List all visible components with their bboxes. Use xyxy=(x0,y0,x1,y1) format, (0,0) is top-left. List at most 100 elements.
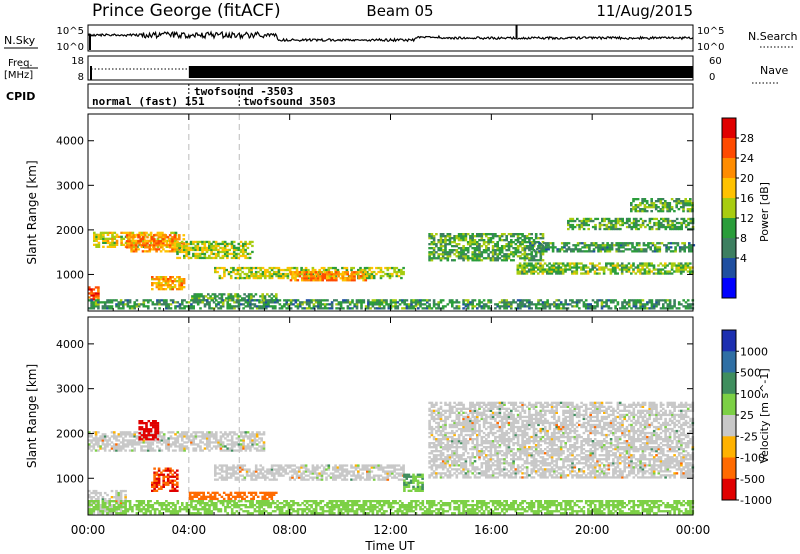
velocity-echo-cell xyxy=(255,447,259,450)
velocity-echo-cell xyxy=(151,443,155,446)
power-echo-cell xyxy=(357,275,361,278)
velocity-echo-cell xyxy=(209,495,212,498)
power-echo-cell xyxy=(491,237,495,240)
power-echo-cell xyxy=(165,241,169,244)
power-echo-cell xyxy=(187,250,191,254)
power-echo-cell xyxy=(363,276,367,280)
power-echo-cell xyxy=(317,301,320,304)
velocity-echo-cell xyxy=(117,447,121,450)
velocity-echo-cell xyxy=(298,476,301,479)
velocity-echo-cell xyxy=(343,470,346,473)
power-echo-cell xyxy=(219,307,223,310)
power-echo-cell xyxy=(648,219,652,223)
power-echo-cell xyxy=(628,299,631,302)
power-echo-cell xyxy=(191,297,194,300)
power-echo-cell xyxy=(294,301,298,304)
velocity-echo-cell xyxy=(255,449,259,452)
power-echo-cell xyxy=(539,307,543,310)
velocity-echo-cell xyxy=(338,476,342,479)
power-echo-cell xyxy=(310,299,313,302)
power-echo-cell xyxy=(97,305,100,308)
velocity-echo-cell xyxy=(322,472,326,475)
power-echo-cell xyxy=(451,305,454,308)
velocity-echo-cell xyxy=(220,495,224,498)
power-echo-cell xyxy=(644,250,648,253)
power-echo-cell xyxy=(339,305,343,308)
power-echo-cell xyxy=(621,221,624,225)
velocity-echo-cell xyxy=(225,464,228,467)
power-echo-cell xyxy=(346,307,350,310)
velocity-echo-cell xyxy=(154,432,157,435)
power-echo-cell xyxy=(485,233,488,236)
power-echo-cell xyxy=(239,276,242,280)
velocity-echo-cell xyxy=(253,447,257,450)
power-echo-cell xyxy=(614,221,618,225)
power-echo-cell xyxy=(363,274,367,278)
velocity-echo-cell xyxy=(257,472,260,475)
power-echo-cell xyxy=(611,266,615,269)
power-echo-cell xyxy=(203,242,207,246)
power-echo-cell xyxy=(518,264,522,267)
power-echo-cell xyxy=(326,299,329,302)
power-echo-cell xyxy=(370,274,374,278)
velocity-echo-cell xyxy=(206,441,209,444)
power-echo-cell xyxy=(469,241,472,244)
power-echo-cell xyxy=(270,268,274,272)
velocity-echo-cell xyxy=(439,442,443,445)
velocity-echo-cell xyxy=(192,439,195,442)
power-echo-cell xyxy=(505,259,508,262)
power-echo-cell xyxy=(329,274,333,278)
power-echo-cell xyxy=(122,307,125,310)
power-echo-cell xyxy=(627,268,631,271)
power-echo-cell xyxy=(346,277,349,280)
velocity-echo-cell xyxy=(444,466,447,469)
power-echo-cell xyxy=(473,241,477,244)
power-echo-cell xyxy=(185,242,188,246)
power-echo-cell xyxy=(159,246,163,249)
power-echo-cell xyxy=(128,299,132,302)
power-echo-cell xyxy=(130,246,133,249)
velocity-echo-cell xyxy=(309,472,312,475)
velocity-echo-cell xyxy=(388,474,392,477)
power-echo-cell xyxy=(630,208,633,211)
velocity-echo-cell xyxy=(327,468,331,471)
power-echo-cell xyxy=(494,303,497,306)
power-echo-cell xyxy=(593,301,597,304)
velocity-echo-cell xyxy=(174,449,177,452)
power-echo-cell xyxy=(342,307,345,310)
velocity-echo-cell xyxy=(395,476,399,479)
velocity-echo-cell xyxy=(110,431,114,434)
power-echo-cell xyxy=(662,307,665,310)
power-echo-cell xyxy=(530,303,533,306)
power-echo-cell xyxy=(591,264,594,267)
power-echo-cell xyxy=(510,253,513,256)
power-echo-cell xyxy=(335,303,338,306)
power-echo-cell xyxy=(567,221,570,225)
power-echo-cell xyxy=(430,237,434,240)
power-echo-cell xyxy=(328,303,332,306)
power-echo-cell xyxy=(321,307,325,310)
power-echo-cell xyxy=(688,248,691,251)
velocity-echo-cell xyxy=(435,431,438,435)
velocity-echo-cell xyxy=(432,476,436,479)
power-echo-cell xyxy=(455,299,459,302)
velocity-echo-cell xyxy=(103,508,107,511)
power-echo-cell xyxy=(432,257,436,260)
power-echo-cell xyxy=(90,305,93,308)
power-echo-cell xyxy=(162,288,165,291)
power-echo-cell xyxy=(507,253,511,256)
velocity-echo-cell xyxy=(377,474,380,477)
power-echo-cell xyxy=(441,307,445,310)
power-echo-cell xyxy=(130,244,133,247)
power-echo-cell xyxy=(126,303,130,306)
velocity-echo-cell xyxy=(397,478,401,481)
power-echo-cell xyxy=(563,242,566,245)
power-echo-cell xyxy=(212,248,216,252)
power-echo-cell xyxy=(555,262,558,265)
power-echo-cell xyxy=(99,233,103,236)
velocity-echo-cell xyxy=(234,476,238,479)
velocity-echo-cell xyxy=(214,470,217,473)
power-echo-cell xyxy=(489,259,493,262)
velocity-echo-cell xyxy=(441,429,445,433)
velocity-echo-cell xyxy=(430,446,434,449)
